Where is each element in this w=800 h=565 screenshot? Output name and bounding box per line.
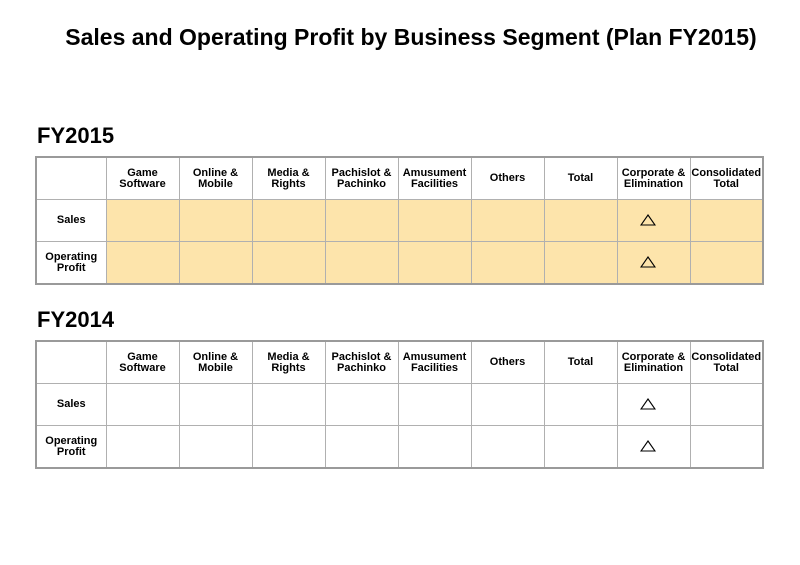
table-cell — [689, 199, 764, 242]
table-cell — [105, 383, 180, 426]
table-header-row: Game Software Online & Mobile Media & Right… — [35, 156, 764, 200]
table-cell — [470, 241, 545, 285]
column-header-pachislot-pachinko: Pachislot & Pachinko — [324, 156, 399, 200]
column-header-media-rights: Media & Rights — [251, 340, 326, 384]
row-label-sales: Sales — [35, 199, 107, 242]
table-cell — [689, 383, 764, 426]
triangle-icon — [639, 440, 656, 452]
table-cell — [397, 383, 472, 426]
row-label-operating-profit: Operating Profit — [35, 241, 107, 285]
table-cell — [470, 383, 545, 426]
table-cell — [543, 241, 618, 285]
triangle-icon — [639, 256, 656, 268]
segment-table-fy2014: Game Software Online & Mobile Media & Right… — [35, 340, 764, 469]
table-cell — [324, 383, 399, 426]
table-cell — [251, 199, 326, 242]
table-cell — [397, 425, 472, 469]
column-header-game-software: Game Software — [105, 340, 180, 384]
column-header-corporate-elimination: Corporate & Elimination — [616, 340, 691, 384]
table-row-operating-profit: Operating Profit — [35, 425, 764, 469]
table-cell — [397, 241, 472, 285]
corner-cell — [35, 156, 107, 200]
column-header-game-software: Game Software — [105, 156, 180, 200]
table-cell — [178, 383, 253, 426]
table-row-operating-profit: Operating Profit — [35, 241, 764, 285]
row-label-sales: Sales — [35, 383, 107, 426]
table-cell — [324, 199, 399, 242]
table-cell — [105, 425, 180, 469]
table-cell — [251, 241, 326, 285]
table-cell — [105, 199, 180, 242]
triangle-icon — [639, 214, 656, 226]
table-cell — [178, 241, 253, 285]
table-cell — [178, 425, 253, 469]
column-header-others: Others — [470, 156, 545, 200]
table-cell — [689, 425, 764, 469]
column-header-corporate-elimination: Corporate & Elimination — [616, 156, 691, 200]
table-cell — [251, 425, 326, 469]
table-cell — [470, 425, 545, 469]
column-header-amusement-facilities: Amusument Facilities — [397, 156, 472, 200]
table-cell — [324, 425, 399, 469]
page-title: Sales and Operating Profit by Business S… — [65, 24, 757, 50]
segment-table-fy2015: Game Software Online & Mobile Media & Right… — [35, 156, 764, 285]
table-cell — [543, 199, 618, 242]
column-header-consolidated-total: Consolidated Total — [689, 340, 764, 384]
table-cell — [105, 241, 180, 285]
column-header-pachislot-pachinko: Pachislot & Pachinko — [324, 340, 399, 384]
table-cell — [470, 199, 545, 242]
table-cell — [689, 241, 764, 285]
table-header-row: Game Software Online & Mobile Media & Right… — [35, 340, 764, 384]
row-label-operating-profit: Operating Profit — [35, 425, 107, 469]
column-header-media-rights: Media & Rights — [251, 156, 326, 200]
column-header-online-mobile: Online & Mobile — [178, 340, 253, 384]
table-cell — [543, 383, 618, 426]
section-heading-fy2014: FY2014 — [37, 307, 115, 332]
table-cell-corporate-elimination — [616, 199, 691, 242]
column-header-amusement-facilities: Amusument Facilities — [397, 340, 472, 384]
table-cell-corporate-elimination — [616, 241, 691, 285]
section-heading-fy2015: FY2015 — [37, 123, 115, 148]
column-header-others: Others — [470, 340, 545, 384]
corner-cell — [35, 340, 107, 384]
table-cell — [324, 241, 399, 285]
triangle-icon — [639, 398, 656, 410]
table-cell-corporate-elimination — [616, 425, 691, 469]
table-cell — [251, 383, 326, 426]
table-row-sales: Sales — [35, 383, 764, 426]
table-cell — [543, 425, 618, 469]
table-row-sales: Sales — [35, 199, 764, 242]
column-header-consolidated-total: Consolidated Total — [689, 156, 764, 200]
table-cell-corporate-elimination — [616, 383, 691, 426]
table-cell — [397, 199, 472, 242]
column-header-online-mobile: Online & Mobile — [178, 156, 253, 200]
column-header-total: Total — [543, 156, 618, 200]
column-header-total: Total — [543, 340, 618, 384]
table-cell — [178, 199, 253, 242]
